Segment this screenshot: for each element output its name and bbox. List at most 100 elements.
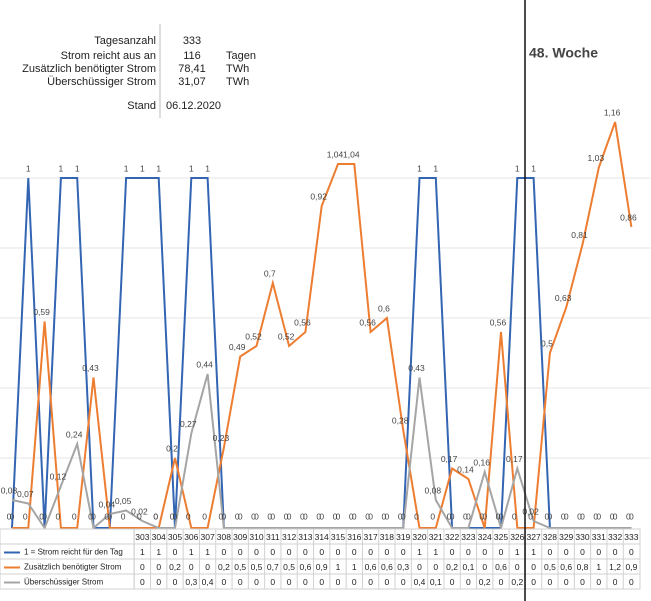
data-label: 0: [349, 511, 354, 521]
table-cell: 0: [515, 562, 520, 572]
data-label: 0,14: [457, 464, 474, 474]
table-cell: 0: [173, 577, 178, 587]
data-label: 0,56: [359, 317, 376, 327]
data-label: 0,86: [620, 212, 637, 222]
table-cell: 0: [205, 562, 210, 572]
info-value: 06.12.2020: [166, 100, 221, 112]
data-label: 0,2: [166, 443, 178, 453]
table-cell: 0: [156, 562, 161, 572]
data-label: 0: [222, 511, 227, 521]
data-label: 0: [414, 511, 419, 521]
legend-label: Zusätzlich benötigter Strom: [24, 563, 122, 572]
table-cell: 0: [303, 577, 308, 587]
data-label: 0: [564, 511, 569, 521]
data-label: 0,17: [506, 454, 523, 464]
data-label: 0: [42, 511, 47, 521]
data-label: 0: [319, 511, 324, 521]
data-label: 0: [238, 511, 243, 521]
table-cell: 1: [156, 547, 161, 557]
data-label: 0: [333, 511, 338, 521]
table-cell: 0: [352, 577, 357, 587]
data-label: 0,63: [555, 293, 572, 303]
table-cell: 0: [596, 577, 601, 587]
table-cell: 0: [140, 562, 145, 572]
data-label: 0: [88, 511, 93, 521]
data-label: 0: [170, 511, 175, 521]
data-label: 0,6: [378, 303, 390, 313]
table-cell: 0: [499, 577, 504, 587]
table-cell: 0: [401, 577, 406, 587]
x-tick-label: 309: [233, 532, 247, 542]
table-cell: 0: [254, 547, 259, 557]
data-label: 0,44: [196, 359, 213, 369]
data-label: 0: [352, 511, 357, 521]
table-cell: 0,6: [495, 562, 507, 572]
data-label: 0: [336, 511, 341, 521]
table-cell: 0: [173, 547, 178, 557]
data-label: 0,07: [17, 489, 34, 499]
table-cell: 0: [238, 547, 243, 557]
table-cell: 1: [140, 547, 145, 557]
data-label: 0: [173, 511, 178, 521]
data-label: 0: [121, 511, 126, 521]
data-label: 1: [433, 163, 438, 173]
data-label: 0: [107, 511, 112, 521]
table-cell: 1: [189, 547, 194, 557]
table-cell: 0,3: [397, 562, 409, 572]
data-label: 1: [26, 163, 31, 173]
data-label: 0,27: [180, 419, 197, 429]
table-cell: 0: [140, 577, 145, 587]
info-value: 78,41: [178, 63, 206, 75]
table-cell: 0,9: [625, 562, 637, 572]
info-value: 116: [183, 50, 201, 62]
table-cell: 0,4: [414, 577, 426, 587]
data-label: 0: [287, 511, 292, 521]
table-cell: 0: [336, 547, 341, 557]
series-line: [11, 373, 632, 532]
data-label: 0: [267, 511, 272, 521]
data-label: 0: [447, 511, 452, 521]
data-label: 0,59: [33, 307, 50, 317]
data-label: 0: [596, 511, 601, 521]
table-cell: 0,1: [462, 562, 474, 572]
data-label: 1,04: [343, 149, 360, 159]
data-label: 0,04: [99, 499, 116, 509]
data-label: 1: [140, 163, 145, 173]
data-label: 1: [189, 163, 194, 173]
table-cell: 0: [450, 547, 455, 557]
table-cell: 0: [352, 547, 357, 557]
x-tick-label: 315: [331, 532, 345, 542]
data-label: 1: [124, 163, 129, 173]
data-label: 0,92: [310, 191, 327, 201]
table-cell: 0: [270, 547, 275, 557]
table-cell: 0,5: [283, 562, 295, 572]
table-cell: 0,3: [185, 577, 197, 587]
table-cell: 0,7: [267, 562, 279, 572]
info-unit: Tagen: [226, 50, 256, 62]
table-cell: 0: [336, 577, 341, 587]
table-cell: 1: [596, 562, 601, 572]
table-cell: 0: [531, 562, 536, 572]
table-cell: 0: [385, 547, 390, 557]
legend-label: Überschüssiger Strom: [24, 578, 103, 587]
table-cell: 0: [385, 577, 390, 587]
table-cell: 0: [222, 547, 227, 557]
x-tick-label: 321: [429, 532, 443, 542]
data-label: 1: [417, 163, 422, 173]
data-label: 0: [186, 511, 191, 521]
table-cell: 1: [336, 562, 341, 572]
data-label: 0,28: [392, 415, 409, 425]
data-label: 0: [482, 511, 487, 521]
table-cell: 0,2: [218, 562, 230, 572]
legend-label: 1 = Strom reicht für den Tag: [24, 548, 123, 557]
x-tick-label: 313: [298, 532, 312, 542]
table-cell: 0: [156, 577, 161, 587]
info-value: 333: [183, 35, 201, 47]
data-label: 1,03: [588, 153, 605, 163]
table-cell: 0: [319, 547, 324, 557]
table-cell: 0,6: [299, 562, 311, 572]
table-cell: 0,2: [479, 577, 491, 587]
x-tick-label: 307: [201, 532, 215, 542]
table-cell: 0: [368, 547, 373, 557]
